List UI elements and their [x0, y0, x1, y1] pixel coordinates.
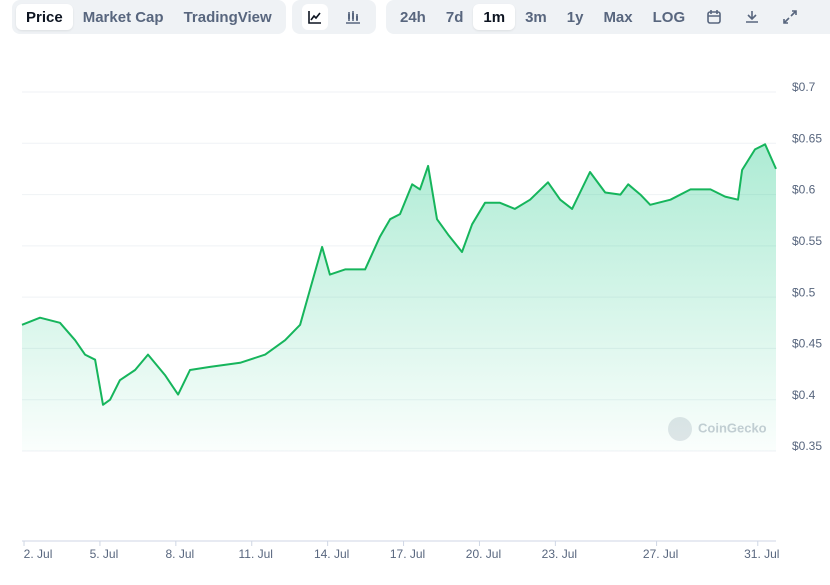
range[interactable]: 3m [525, 8, 547, 26]
range[interactable]: 1y [566, 8, 584, 26]
tab[interactable]: Price [16, 4, 73, 30]
x-tick-label: 14. Jul [314, 547, 349, 561]
x-tick-label: 27. Jul [643, 547, 678, 561]
area-fill [22, 144, 776, 452]
x-tick-label: 17. Jul [390, 547, 425, 561]
fullscreen-icon[interactable] [777, 4, 803, 30]
y-tick-label: $0.4 [792, 388, 816, 402]
x-tick-label: 31. Jul [744, 547, 779, 561]
price-line [21, 143, 777, 406]
x-tick-label: 2. Jul [24, 547, 53, 561]
range[interactable]: LOG [652, 8, 686, 26]
candle-icon[interactable] [340, 4, 366, 30]
y-tick-label: $0.45 [792, 337, 822, 351]
line-icon[interactable] [302, 4, 328, 30]
icon [707, 10, 721, 24]
range[interactable]: 7d [445, 8, 464, 26]
y-tick-label: $0.7 [792, 80, 816, 94]
range[interactable]: 1m [473, 4, 516, 30]
chart-style [292, 0, 376, 34]
range-tabs: 24h 7d 1m 3m 1y Max LOG [386, 0, 830, 34]
icon [308, 11, 321, 24]
icon [346, 11, 360, 24]
view-tabs: Price Market Cap TradingView [12, 0, 286, 34]
icon [783, 10, 797, 24]
y-tick-label: $0.65 [792, 131, 822, 145]
icon [746, 11, 759, 23]
tab[interactable]: Market Cap [82, 8, 164, 26]
x-tick-label: 5. Jul [90, 547, 119, 561]
range[interactable]: 24h [400, 8, 426, 26]
tab[interactable]: TradingView [183, 8, 272, 26]
y-tick-label: $0.5 [792, 285, 816, 299]
x-tick-label: 23. Jul [542, 547, 577, 561]
range[interactable]: Max [603, 8, 633, 26]
calendar-icon[interactable] [701, 4, 727, 30]
y-tick-label: $0.6 [792, 183, 816, 197]
y-tick-label: $0.55 [792, 234, 822, 248]
watermark: CoinGecko [668, 417, 767, 441]
x-tick-label: 20. Jul [466, 547, 501, 561]
watermark-text: CoinGecko [698, 420, 767, 435]
x-tick-label: 8. Jul [165, 547, 194, 561]
download-icon[interactable] [739, 4, 765, 30]
y-tick-label: $0.35 [792, 439, 822, 453]
x-tick-label: 11. Jul [239, 547, 273, 561]
